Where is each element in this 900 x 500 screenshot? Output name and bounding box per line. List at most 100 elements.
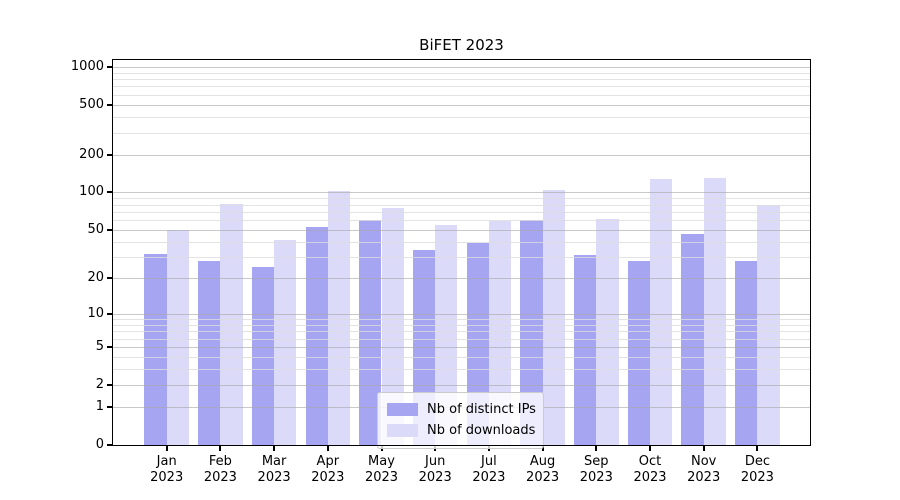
x-tick-year: 2023 [579,469,613,485]
gridline-minor [113,198,810,200]
x-tick-month: Mar [261,454,287,469]
bar-downloads [327,191,351,445]
gridline-major [113,66,810,68]
x-tick-month: Oct [638,454,662,469]
gridline-major [113,278,810,280]
x-tick-label: Aug 2023 [511,454,575,485]
y-tick-mark [107,153,112,156]
x-tick-label: Mar 2023 [242,454,306,485]
x-tick-month: May [368,454,395,469]
gridline-major [113,384,810,386]
bar-distinct-ips [735,260,758,445]
x-tick-year: 2023 [364,469,399,485]
gridline-minor [113,319,810,320]
x-tick-month: Jun [425,454,446,469]
y-tick-label: 0 [95,437,104,452]
gridline-minor [113,324,810,326]
x-tick-mark [219,446,222,451]
gridline-major [113,104,810,106]
gridline-major [113,313,810,315]
legend-swatch-distinct-ips [387,403,418,416]
y-tick-mark [107,444,112,446]
gridline-minor [113,211,810,213]
gridline-minor [113,338,810,340]
y-tick-mark [107,103,112,106]
y-tick-mark [107,65,112,68]
y-tick-label: 50 [87,221,104,237]
bar-distinct-ips [198,260,221,445]
gridline-minor [113,369,810,371]
chart-title: BiFET 2023 [419,36,504,54]
x-tick-year: 2023 [526,469,560,485]
legend-swatch-downloads [387,424,418,437]
x-tick-month: Apr [316,454,340,469]
gridline-minor [113,241,810,243]
legend-label: Nb of distinct IPs [427,402,536,417]
y-tick-label: 1000 [70,58,104,74]
x-tick-month: Feb [208,454,232,469]
gridline-major [113,192,810,194]
y-tick-mark [107,406,112,409]
bar-distinct-ips [627,260,650,445]
gridline-minor [113,356,810,358]
x-tick-label: Apr 2023 [296,454,360,485]
y-tick-label: 2 [95,376,104,392]
x-tick-month: Jan [156,454,177,469]
x-tick-mark [326,446,329,451]
bar-distinct-ips [574,255,597,445]
bar-downloads [703,177,726,445]
bar-distinct-ips [251,266,275,445]
y-tick-label: 500 [79,96,104,112]
x-tick-mark [756,446,759,451]
gridline-minor [113,94,810,96]
bar-downloads [274,240,297,445]
gridline-minor [113,132,810,134]
bar-downloads [220,203,243,445]
x-tick-month: Aug [529,454,556,469]
bar-distinct-ips [520,220,543,445]
x-tick-month: Dec [744,454,770,469]
gridline-major [113,346,810,348]
y-tick-label: 20 [87,270,104,286]
x-tick-label: Jul 2023 [457,454,521,485]
y-tick-mark [107,228,112,231]
bar-distinct-ips [359,220,382,445]
gridline-minor [113,117,810,118]
gridline-minor [113,79,810,81]
gridline-minor [113,86,810,88]
x-tick-label: Nov 2023 [672,454,736,485]
x-tick-label: Jun 2023 [403,454,467,485]
x-tick-year: 2023 [150,469,184,485]
x-tick-label: Jan 2023 [135,454,199,485]
legend: Nb of distinct IPs Nb of downloads [377,392,544,449]
gridline-minor [113,331,810,333]
x-tick-mark [273,446,276,451]
bar-downloads [542,190,565,445]
gridline-minor [113,72,810,74]
x-tick-month: Nov [691,454,717,469]
gridline-minor [113,220,810,222]
bar-distinct-ips [681,234,704,445]
x-tick-year: 2023 [472,469,506,485]
x-tick-year: 2023 [418,469,452,485]
gridline-major [113,154,810,156]
y-tick-label: 10 [87,305,104,321]
x-tick-month: Sep [584,454,609,469]
y-tick-label: 5 [95,338,104,354]
x-tick-year: 2023 [633,469,667,485]
bar-downloads [488,220,512,445]
bar-distinct-ips [144,253,167,445]
bar-downloads [435,224,458,445]
y-tick-label: 1 [95,399,104,415]
x-tick-mark [165,446,168,451]
x-tick-year: 2023 [740,469,774,485]
legend-item: Nb of distinct IPs [387,399,536,420]
y-tick-mark [107,312,112,315]
x-tick-label: Dec 2023 [725,454,789,485]
legend-label: Nb of downloads [427,423,536,438]
y-tick-mark [107,345,112,348]
x-tick-year: 2023 [311,469,345,485]
x-tick-label: Sep 2023 [564,454,628,485]
y-tick-mark [107,383,112,386]
